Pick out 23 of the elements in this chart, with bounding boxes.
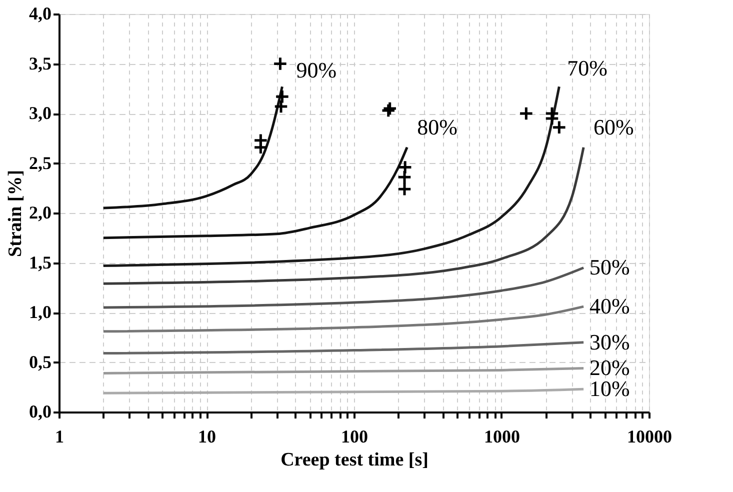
y-tick-label: 4,0: [29, 4, 52, 24]
y-tick-label: 0,0: [29, 402, 52, 422]
series-label: 80%: [417, 114, 458, 140]
series-label: 90%: [296, 58, 337, 83]
series-label: 70%: [567, 56, 608, 81]
x-tick-label: 10000: [627, 426, 672, 446]
x-tick-label: 100: [341, 426, 368, 446]
y-tick-label: 2,5: [29, 152, 52, 173]
y-tick-label: 3,5: [29, 53, 52, 74]
y-tick-label: 3,0: [29, 103, 52, 123]
y-tick-label: 1,5: [29, 252, 52, 272]
series-label: 30%: [590, 329, 630, 354]
x-tick-label: 1000: [484, 426, 520, 446]
x-tick-label: 1: [55, 426, 64, 446]
series-label: 40%: [590, 294, 630, 319]
series-label: 60%: [594, 114, 634, 140]
y-tick-label: 2,0: [29, 202, 52, 222]
y-axis-title: Strain [%]: [5, 170, 26, 258]
x-axis-title: Creep test time [s]: [280, 450, 428, 470]
series-label: 50%: [590, 254, 630, 280]
x-tick-label: 10: [198, 426, 216, 446]
y-tick-label: 1,0: [29, 302, 52, 322]
y-tick-label: 0,5: [29, 352, 52, 372]
